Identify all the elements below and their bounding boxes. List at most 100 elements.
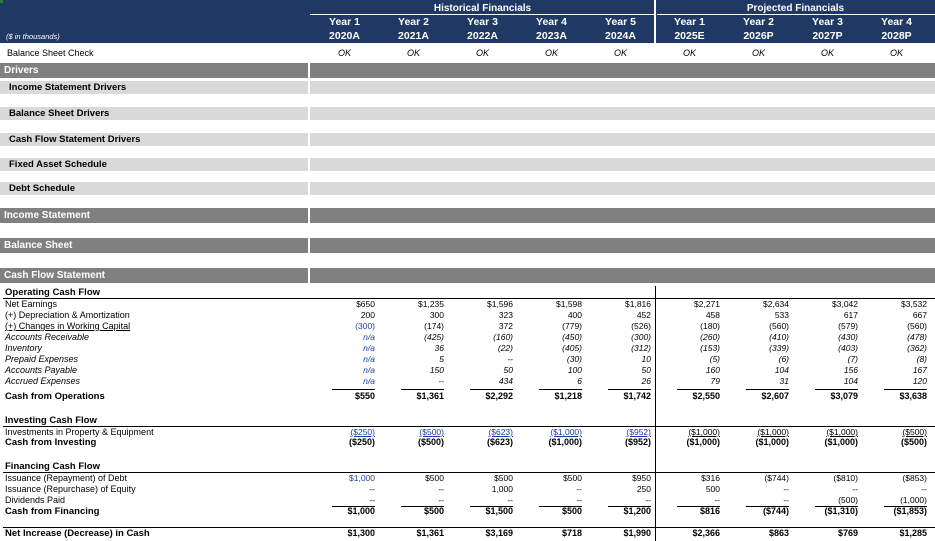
bar-separator bbox=[308, 182, 310, 195]
column-year-label: Year 2 bbox=[743, 16, 774, 28]
cash-from-operations-value: $1,742 bbox=[623, 391, 651, 401]
balance-sheet-drivers-row[interactable]: Balance Sheet Drivers bbox=[0, 107, 935, 120]
operating-row-value: (405) bbox=[562, 343, 582, 353]
operating-row-value: 160 bbox=[705, 365, 720, 375]
operating-row-value: 79 bbox=[710, 376, 720, 386]
cash-from-financing-value: $816 bbox=[699, 506, 720, 516]
financing-row-value: -- bbox=[783, 495, 789, 505]
financing-row-value: $316 bbox=[701, 473, 720, 483]
cash-flow-statement-section[interactable]: Cash Flow Statement bbox=[0, 268, 935, 283]
cash-flow-statement-drivers-row-label: Cash Flow Statement Drivers bbox=[9, 134, 141, 145]
financing-total-rule bbox=[539, 506, 582, 507]
bar-separator bbox=[308, 268, 310, 283]
financing-row-value: (500) bbox=[838, 495, 858, 505]
cash-from-operations-value: $1,218 bbox=[554, 391, 582, 401]
operating-row-value: 10 bbox=[641, 354, 651, 364]
balance-check-status: OK bbox=[544, 48, 558, 58]
cash-from-operations-value: $2,607 bbox=[761, 391, 789, 401]
investing-row-value: ($250) bbox=[350, 427, 375, 437]
operating-row-value: (22) bbox=[497, 343, 513, 353]
financing-row-value: -- bbox=[438, 484, 444, 494]
balance-check-status: OK bbox=[889, 48, 903, 58]
financing-row-value: (1,000) bbox=[900, 495, 927, 505]
net-change-top-rule bbox=[3, 527, 935, 528]
balance-check-status: OK bbox=[613, 48, 627, 58]
operating-row-value: (403) bbox=[838, 343, 858, 353]
cash-from-investing-value: ($250) bbox=[348, 437, 375, 447]
column-year-label: Year 5 bbox=[605, 16, 636, 28]
operating-row-value: 50 bbox=[641, 365, 651, 375]
cash-from-investing-label: Cash from Investing bbox=[5, 437, 97, 448]
balance-sheet-check-label: Balance Sheet Check bbox=[7, 48, 94, 58]
operating-row-value: (174) bbox=[424, 321, 444, 331]
financing-total-rule bbox=[470, 506, 513, 507]
balance-check-status: OK bbox=[820, 48, 834, 58]
bar-separator bbox=[308, 81, 310, 94]
net-change-in-cash-value: $3,169 bbox=[485, 528, 513, 538]
operating-total-rule bbox=[539, 389, 582, 390]
income-statement-drivers-row-label: Income Statement Drivers bbox=[9, 82, 127, 93]
operating-total-rule bbox=[746, 389, 789, 390]
operating-row-value: (30) bbox=[566, 354, 582, 364]
operating-total-rule bbox=[401, 389, 444, 390]
operating-row-value: $1,235 bbox=[418, 299, 444, 309]
column-year-label: Year 1 bbox=[674, 16, 705, 28]
financing-row-value: $500 bbox=[563, 473, 582, 483]
income-statement-drivers-row[interactable]: Income Statement Drivers bbox=[0, 81, 935, 94]
financing-total-rule bbox=[332, 506, 375, 507]
header-top-left-corner bbox=[0, 0, 3, 3]
operating-row-value: 200 bbox=[360, 310, 375, 320]
column-year-label: Year 3 bbox=[812, 16, 843, 28]
operating-title-rule bbox=[3, 298, 935, 299]
cash-flow-statement-drivers-row[interactable]: Cash Flow Statement Drivers bbox=[0, 133, 935, 146]
operating-cash-flow-title: Operating Cash Flow bbox=[5, 287, 101, 298]
operating-row-value: (526) bbox=[631, 321, 651, 331]
operating-row-value: (579) bbox=[838, 321, 858, 331]
financing-cash-flow-title: Financing Cash Flow bbox=[5, 461, 101, 472]
operating-row-value: (153) bbox=[700, 343, 720, 353]
operating-row-value: (6) bbox=[778, 354, 789, 364]
operating-row-value: (5) bbox=[709, 354, 720, 364]
financing-title-rule bbox=[3, 472, 935, 473]
operating-total-rule bbox=[608, 389, 651, 390]
operating-row-value: n/a bbox=[363, 365, 375, 375]
operating-row-value: 5 bbox=[439, 354, 444, 364]
operating-row-value: (300) bbox=[631, 332, 651, 342]
operating-row-value: $3,532 bbox=[901, 299, 927, 309]
operating-row-value: $2,271 bbox=[694, 299, 720, 309]
operating-row-value: 104 bbox=[774, 365, 789, 375]
debt-schedule-row[interactable]: Debt Schedule bbox=[0, 182, 935, 195]
operating-row-value: 533 bbox=[774, 310, 789, 320]
investing-row-value: ($952) bbox=[626, 427, 651, 437]
net-change-in-cash-value: $2,366 bbox=[692, 528, 720, 538]
financing-total-rule bbox=[677, 506, 720, 507]
investing-row-value: ($1,000) bbox=[688, 427, 720, 437]
operating-row-value: 50 bbox=[503, 365, 513, 375]
income-statement-section[interactable]: Income Statement bbox=[0, 208, 935, 223]
operating-row-value: 400 bbox=[567, 310, 582, 320]
balance-sheet-section-label: Balance Sheet bbox=[4, 240, 73, 251]
column-year-label: Year 1 bbox=[329, 16, 360, 28]
operating-row-value: 372 bbox=[498, 321, 513, 331]
cash-from-investing-value: ($1,000) bbox=[686, 437, 720, 447]
cash-from-financing-value: ($1,310) bbox=[824, 506, 858, 516]
column-year-label: Year 2 bbox=[398, 16, 429, 28]
investing-cash-flow-title: Investing Cash Flow bbox=[5, 415, 97, 426]
operating-row-label: Accounts Receivable bbox=[5, 332, 90, 342]
bar-separator bbox=[308, 107, 310, 120]
historical-title-rule bbox=[310, 14, 654, 15]
fixed-asset-schedule-row[interactable]: Fixed Asset Schedule bbox=[0, 158, 935, 171]
operating-row-value: n/a bbox=[363, 354, 375, 364]
financing-row-value: $1,000 bbox=[349, 473, 375, 483]
operating-row-value: (779) bbox=[562, 321, 582, 331]
column-period-label: 2024A bbox=[605, 30, 636, 42]
operating-row-value: (8) bbox=[916, 354, 927, 364]
financing-total-rule bbox=[815, 506, 858, 507]
net-change-in-cash-value: $1,361 bbox=[416, 528, 444, 538]
balance-sheet-section[interactable]: Balance Sheet bbox=[0, 238, 935, 253]
cash-from-operations-value: $550 bbox=[354, 391, 375, 401]
financing-row-label: Issuance (Repayment) of Debt bbox=[5, 473, 128, 483]
financing-row-value: 500 bbox=[705, 484, 720, 494]
drivers-section[interactable]: Drivers bbox=[0, 63, 935, 78]
bar-separator bbox=[308, 63, 310, 78]
